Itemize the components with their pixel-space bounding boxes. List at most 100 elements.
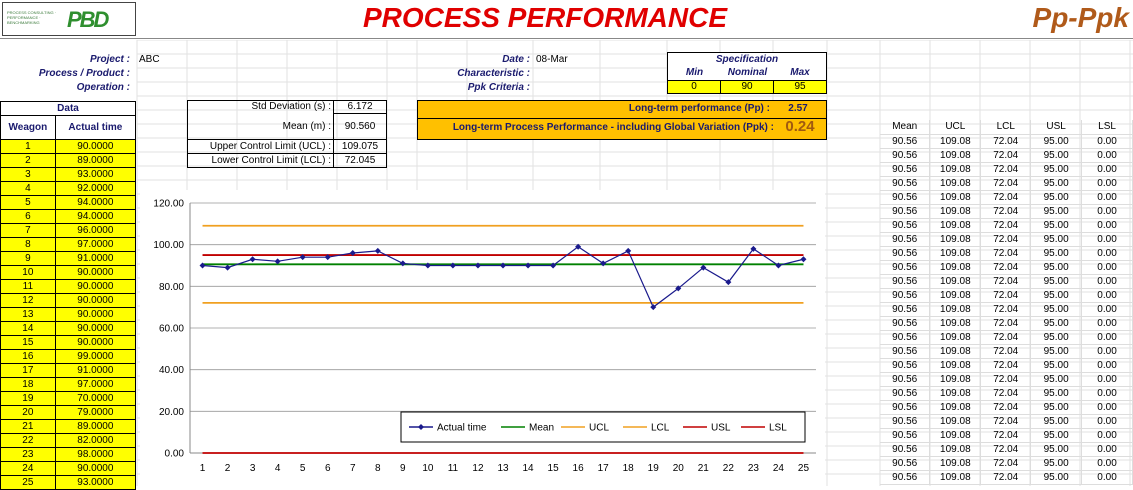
weagon-cell[interactable]: 8 <box>0 237 56 252</box>
usl-cell[interactable]: 95.00 <box>1030 176 1083 191</box>
usl-cell[interactable]: 95.00 <box>1030 344 1083 359</box>
spec-min-value[interactable]: 0 <box>668 80 721 93</box>
weagon-cell[interactable]: 13 <box>0 307 56 322</box>
actual-time-cell[interactable]: 90.0000 <box>54 139 137 154</box>
lsl-cell[interactable]: 0.00 <box>1081 316 1133 331</box>
lsl-cell[interactable]: 0.00 <box>1081 400 1133 415</box>
ucl-cell[interactable]: 109.08 <box>929 162 982 177</box>
usl-cell[interactable]: 95.00 <box>1030 372 1083 387</box>
lcl-cell[interactable]: 72.04 <box>980 316 1032 331</box>
lcl-cell[interactable]: 72.04 <box>980 428 1032 443</box>
usl-cell[interactable]: 95.00 <box>1030 428 1083 443</box>
mean-cell[interactable]: 90.56 <box>880 358 931 373</box>
ucl-cell[interactable]: 109.08 <box>929 148 982 163</box>
lcl-cell[interactable]: 72.04 <box>980 400 1032 415</box>
ucl-cell[interactable]: 109.08 <box>929 232 982 247</box>
actual-time-cell[interactable]: 90.0000 <box>54 335 137 350</box>
usl-cell[interactable]: 95.00 <box>1030 232 1083 247</box>
ucl-cell[interactable]: 109.08 <box>929 414 982 429</box>
usl-cell[interactable]: 95.00 <box>1030 246 1083 261</box>
mean-cell[interactable]: 90.56 <box>880 134 931 149</box>
usl-cell[interactable]: 95.00 <box>1030 148 1083 163</box>
lsl-cell[interactable]: 0.00 <box>1081 414 1133 429</box>
mean-cell[interactable]: 90.56 <box>880 456 931 471</box>
lcl-cell[interactable]: 72.04 <box>980 414 1032 429</box>
mean-cell[interactable]: 90.56 <box>880 386 931 401</box>
mean-cell[interactable]: 90.56 <box>880 414 931 429</box>
lsl-cell[interactable]: 0.00 <box>1081 344 1133 359</box>
lcl-cell[interactable]: 72.04 <box>980 246 1032 261</box>
weagon-cell[interactable]: 3 <box>0 167 56 182</box>
lsl-cell[interactable]: 0.00 <box>1081 330 1133 345</box>
mean-cell[interactable]: 90.56 <box>880 400 931 415</box>
weagon-cell[interactable]: 18 <box>0 377 56 392</box>
mean-cell[interactable]: 90.56 <box>880 246 931 261</box>
usl-cell[interactable]: 95.00 <box>1030 302 1083 317</box>
weagon-cell[interactable]: 12 <box>0 293 56 308</box>
lcl-cell[interactable]: 72.04 <box>980 162 1032 177</box>
weagon-cell[interactable]: 21 <box>0 419 56 434</box>
mean-cell[interactable]: 90.56 <box>880 232 931 247</box>
weagon-cell[interactable]: 5 <box>0 195 56 210</box>
lsl-cell[interactable]: 0.00 <box>1081 204 1133 219</box>
weagon-cell[interactable]: 6 <box>0 209 56 224</box>
usl-cell[interactable]: 95.00 <box>1030 134 1083 149</box>
actual-time-cell[interactable]: 94.0000 <box>54 195 137 210</box>
lcl-cell[interactable]: 72.04 <box>980 288 1032 303</box>
usl-cell[interactable]: 95.00 <box>1030 190 1083 205</box>
lcl-cell[interactable]: 72.04 <box>980 442 1032 457</box>
actual-time-cell[interactable]: 93.0000 <box>54 167 137 182</box>
lcl-cell[interactable]: 72.04 <box>980 358 1032 373</box>
ucl-cell[interactable]: 109.08 <box>929 302 982 317</box>
actual-time-cell[interactable]: 92.0000 <box>54 181 137 196</box>
actual-time-cell[interactable]: 91.0000 <box>54 363 137 378</box>
usl-cell[interactable]: 95.00 <box>1030 204 1083 219</box>
lsl-cell[interactable]: 0.00 <box>1081 134 1133 149</box>
ucl-cell[interactable]: 109.08 <box>929 442 982 457</box>
lcl-cell[interactable]: 72.04 <box>980 274 1032 289</box>
actual-time-cell[interactable]: 99.0000 <box>54 349 137 364</box>
spec-nominal-value[interactable]: 90 <box>721 80 774 93</box>
lcl-cell[interactable]: 72.04 <box>980 134 1032 149</box>
weagon-cell[interactable]: 17 <box>0 363 56 378</box>
lsl-cell[interactable]: 0.00 <box>1081 470 1133 485</box>
ucl-cell[interactable]: 109.08 <box>929 176 982 191</box>
lsl-cell[interactable]: 0.00 <box>1081 456 1133 471</box>
mean-cell[interactable]: 90.56 <box>880 288 931 303</box>
usl-cell[interactable]: 95.00 <box>1030 456 1083 471</box>
mean-cell[interactable]: 90.56 <box>880 274 931 289</box>
mean-cell[interactable]: 90.56 <box>880 218 931 233</box>
date-value[interactable]: 08-Mar <box>536 54 568 65</box>
ucl-cell[interactable]: 109.08 <box>929 330 982 345</box>
lsl-cell[interactable]: 0.00 <box>1081 246 1133 261</box>
mean-cell[interactable]: 90.56 <box>880 428 931 443</box>
usl-cell[interactable]: 95.00 <box>1030 470 1083 485</box>
usl-cell[interactable]: 95.00 <box>1030 316 1083 331</box>
lsl-cell[interactable]: 0.00 <box>1081 148 1133 163</box>
weagon-cell[interactable]: 9 <box>0 251 56 266</box>
mean-cell[interactable]: 90.56 <box>880 372 931 387</box>
mean-cell[interactable]: 90.56 <box>880 316 931 331</box>
ucl-cell[interactable]: 109.08 <box>929 218 982 233</box>
usl-cell[interactable]: 95.00 <box>1030 414 1083 429</box>
mean-cell[interactable]: 90.56 <box>880 470 931 485</box>
ucl-cell[interactable]: 109.08 <box>929 344 982 359</box>
mean-cell[interactable]: 90.56 <box>880 260 931 275</box>
usl-cell[interactable]: 95.00 <box>1030 442 1083 457</box>
weagon-cell[interactable]: 10 <box>0 265 56 280</box>
actual-time-cell[interactable]: 90.0000 <box>54 461 137 476</box>
ucl-cell[interactable]: 109.08 <box>929 260 982 275</box>
weagon-cell[interactable]: 15 <box>0 335 56 350</box>
lcl-cell[interactable]: 72.04 <box>980 176 1032 191</box>
usl-cell[interactable]: 95.00 <box>1030 260 1083 275</box>
actual-time-cell[interactable]: 70.0000 <box>54 391 137 406</box>
lcl-cell[interactable]: 72.04 <box>980 148 1032 163</box>
actual-time-cell[interactable]: 94.0000 <box>54 209 137 224</box>
lcl-cell[interactable]: 72.04 <box>980 204 1032 219</box>
actual-time-cell[interactable]: 90.0000 <box>54 265 137 280</box>
weagon-cell[interactable]: 19 <box>0 391 56 406</box>
lsl-cell[interactable]: 0.00 <box>1081 176 1133 191</box>
lcl-cell[interactable]: 72.04 <box>980 470 1032 485</box>
ucl-cell[interactable]: 109.08 <box>929 428 982 443</box>
lcl-cell[interactable]: 72.04 <box>980 372 1032 387</box>
